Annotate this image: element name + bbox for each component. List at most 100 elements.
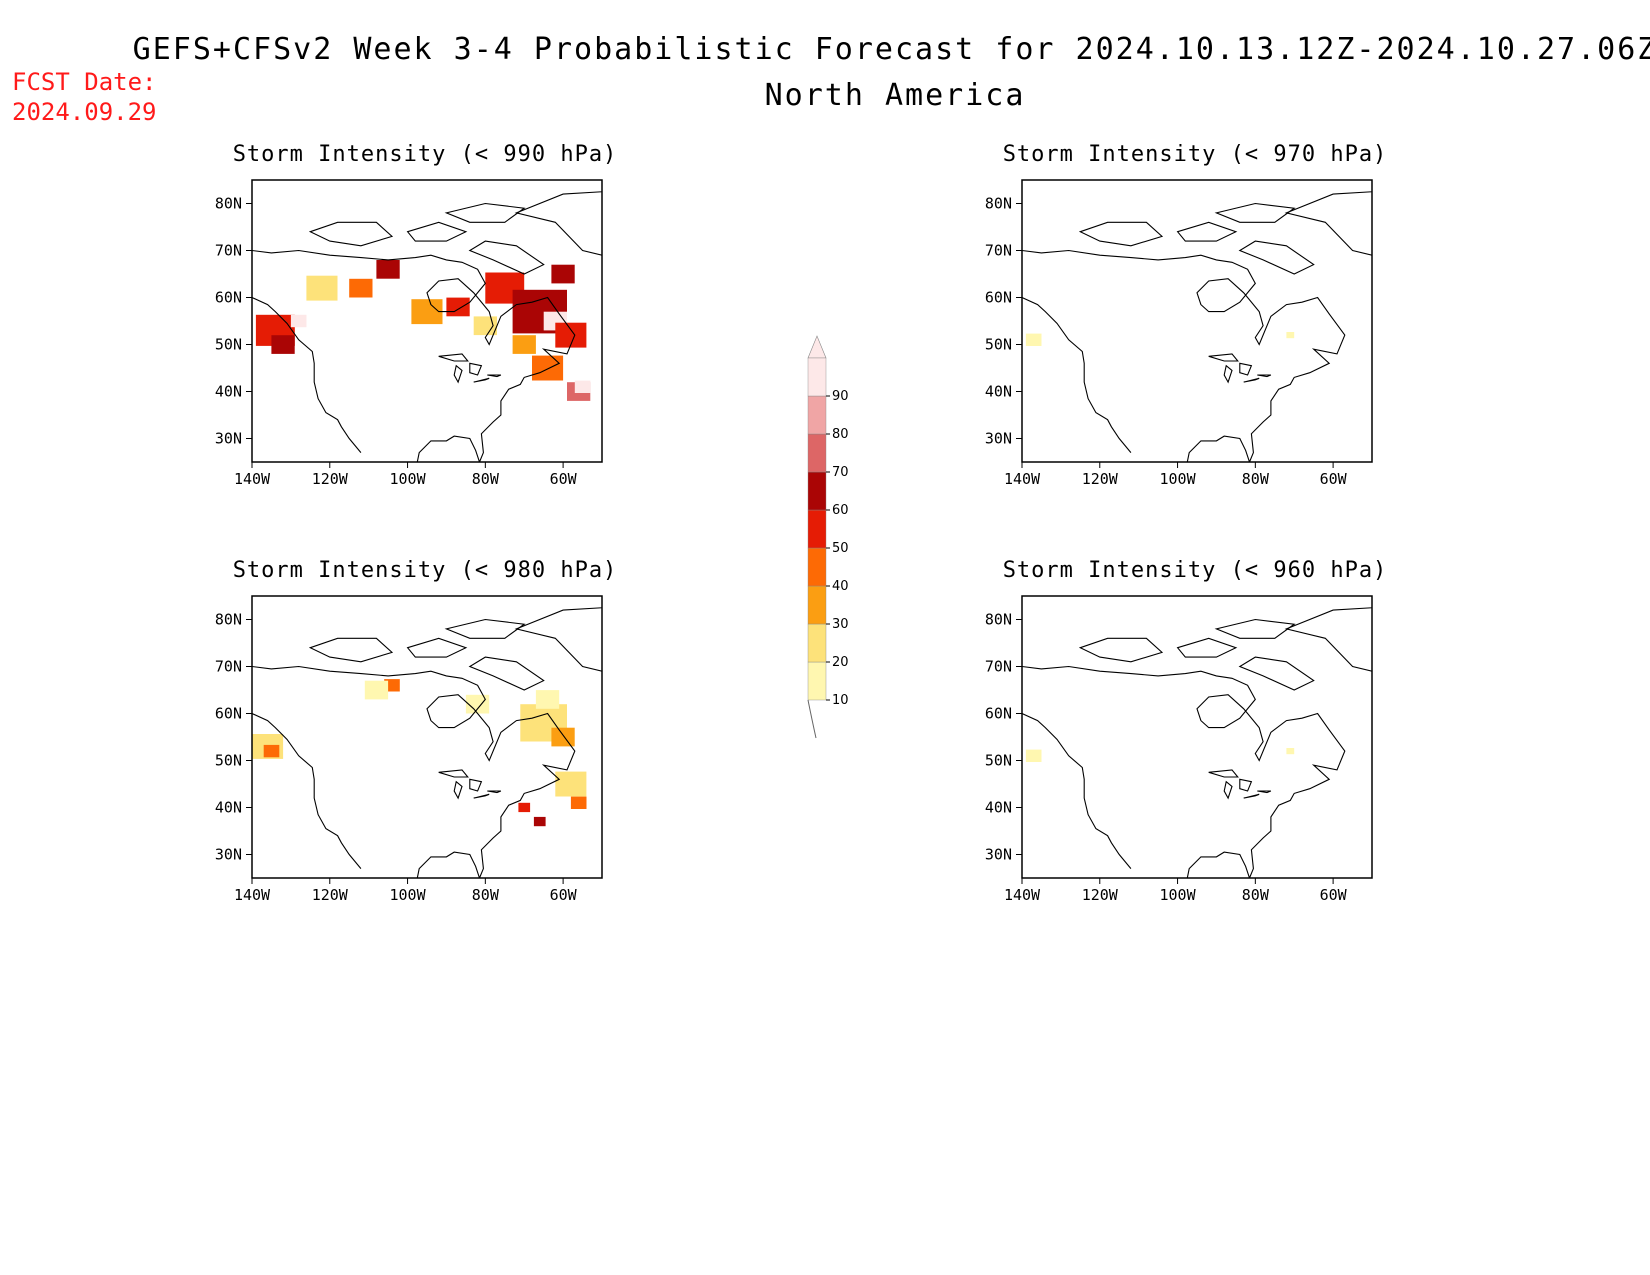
probability-cell bbox=[532, 355, 564, 381]
lon-tick-label: 120W bbox=[1082, 470, 1119, 488]
great-lake bbox=[473, 793, 490, 799]
map-frame bbox=[251, 595, 603, 879]
great-lake bbox=[1239, 362, 1253, 376]
probability-cell bbox=[411, 299, 443, 325]
lat-tick-label: 80N bbox=[215, 611, 242, 629]
lon-tick-label: 80W bbox=[472, 470, 500, 488]
map-frame bbox=[1021, 179, 1373, 463]
coastline-east bbox=[252, 665, 576, 878]
panel-title: Storm Intensity (< 960 hPa) bbox=[1002, 558, 1388, 583]
probability-cell bbox=[1286, 748, 1295, 755]
colorbar-label: 10 bbox=[832, 693, 849, 708]
lon-tick-label: 80W bbox=[1242, 886, 1270, 904]
lon-tick-label: 100W bbox=[1159, 470, 1196, 488]
arctic-island bbox=[308, 637, 394, 663]
arctic-island bbox=[444, 202, 526, 223]
lat-tick-label: 80N bbox=[985, 195, 1012, 213]
probability-cell bbox=[512, 335, 536, 354]
panel-980: Storm Intensity (< 980 hPa) 80N 70N 60N 50N… bbox=[200, 558, 650, 904]
colorbar-segment bbox=[807, 433, 827, 473]
arctic-island bbox=[308, 221, 394, 247]
forecast-date-label: FCST Date: bbox=[12, 68, 157, 96]
probability-cell bbox=[574, 380, 591, 393]
lon-tick-label: 60W bbox=[550, 886, 578, 904]
great-lake bbox=[1208, 353, 1239, 362]
lon-tick-label: 120W bbox=[1082, 886, 1119, 904]
lat-tick-label: 40N bbox=[985, 383, 1012, 401]
colorbar-top-arrow bbox=[807, 335, 827, 359]
colorbar-label: 20 bbox=[832, 655, 849, 670]
probability-cell bbox=[551, 264, 575, 284]
lon-tick-label: 120W bbox=[312, 470, 349, 488]
panel-990: Storm Intensity (< 990 hPa) 80N 70N 60N 50N… bbox=[200, 142, 650, 488]
lon-tick-label: 60W bbox=[1320, 886, 1348, 904]
arctic-island bbox=[468, 240, 545, 275]
lat-tick-label: 70N bbox=[215, 242, 242, 260]
probability-cell bbox=[263, 744, 280, 758]
coastline-west bbox=[252, 296, 362, 453]
lon-tick-label: 140W bbox=[234, 886, 271, 904]
great-lake bbox=[1223, 780, 1233, 800]
great-lake bbox=[438, 769, 469, 778]
great-lake bbox=[453, 780, 463, 800]
great-lake bbox=[1239, 778, 1253, 792]
lat-tick-label: 50N bbox=[215, 336, 242, 354]
arctic-island bbox=[1176, 637, 1238, 658]
lon-tick-label: 100W bbox=[389, 470, 426, 488]
lon-tick-label: 140W bbox=[1004, 470, 1041, 488]
arctic-island bbox=[1078, 637, 1164, 663]
colorbar-segment bbox=[807, 395, 827, 435]
lat-tick-label: 40N bbox=[215, 383, 242, 401]
arctic-island bbox=[1238, 240, 1315, 275]
probability-cell bbox=[290, 314, 307, 328]
lat-tick-label: 40N bbox=[215, 799, 242, 817]
lat-tick-label: 30N bbox=[985, 846, 1012, 864]
map-plot-960: 80N 70N 60N 50N 40N 30N 140W 120W 100W 80W 60W bbox=[985, 595, 1373, 904]
coastline-east bbox=[1022, 665, 1346, 878]
colorbar-segment bbox=[807, 661, 827, 701]
probability-cell bbox=[533, 816, 546, 827]
arctic-island bbox=[444, 618, 526, 639]
lat-tick-label: 50N bbox=[215, 752, 242, 770]
lat-tick-label: 30N bbox=[215, 430, 242, 448]
arctic-island bbox=[1214, 202, 1296, 223]
lat-tick-label: 60N bbox=[215, 705, 242, 723]
colorbar-label: 80 bbox=[832, 427, 849, 442]
colorbar-segment bbox=[807, 547, 827, 587]
probability-cell bbox=[1286, 332, 1295, 339]
lon-tick-label: 80W bbox=[1242, 470, 1270, 488]
colorbar-segment bbox=[807, 623, 827, 663]
probability-cell bbox=[446, 297, 470, 317]
great-lake bbox=[453, 364, 463, 384]
lon-tick-label: 60W bbox=[550, 470, 578, 488]
map-frame bbox=[251, 179, 603, 463]
probability-cell bbox=[551, 727, 575, 747]
coastlines bbox=[252, 191, 602, 462]
panel-title: Storm Intensity (< 990 hPa) bbox=[232, 142, 618, 167]
probability-cell bbox=[271, 335, 295, 354]
arctic-island bbox=[468, 656, 545, 691]
probability-shading bbox=[255, 260, 591, 401]
probability-shading bbox=[1025, 748, 1295, 762]
great-lake bbox=[1257, 790, 1272, 794]
colorbar-label: 60 bbox=[832, 503, 849, 518]
colorbar-label: 40 bbox=[832, 579, 849, 594]
colorbar-tail bbox=[807, 699, 817, 739]
panel-970: Storm Intensity (< 970 hPa) 80N 70N 60N 50N… bbox=[970, 142, 1420, 488]
coastlines bbox=[1022, 191, 1372, 462]
probability-cell bbox=[1025, 333, 1042, 346]
arctic-island bbox=[1238, 656, 1315, 691]
lon-tick-label: 100W bbox=[389, 886, 426, 904]
probability-shading bbox=[1025, 332, 1295, 346]
probability-cell bbox=[306, 275, 338, 301]
lat-tick-label: 70N bbox=[215, 658, 242, 676]
lat-tick-label: 70N bbox=[985, 242, 1012, 260]
page-subtitle: North America bbox=[764, 78, 1026, 113]
lat-tick-label: 60N bbox=[985, 705, 1012, 723]
arctic-island bbox=[1214, 618, 1296, 639]
probability-cell bbox=[570, 796, 587, 809]
great-lake bbox=[1223, 364, 1233, 384]
probability-cell bbox=[518, 802, 531, 813]
lat-tick-label: 80N bbox=[215, 195, 242, 213]
arctic-island bbox=[1176, 221, 1238, 242]
